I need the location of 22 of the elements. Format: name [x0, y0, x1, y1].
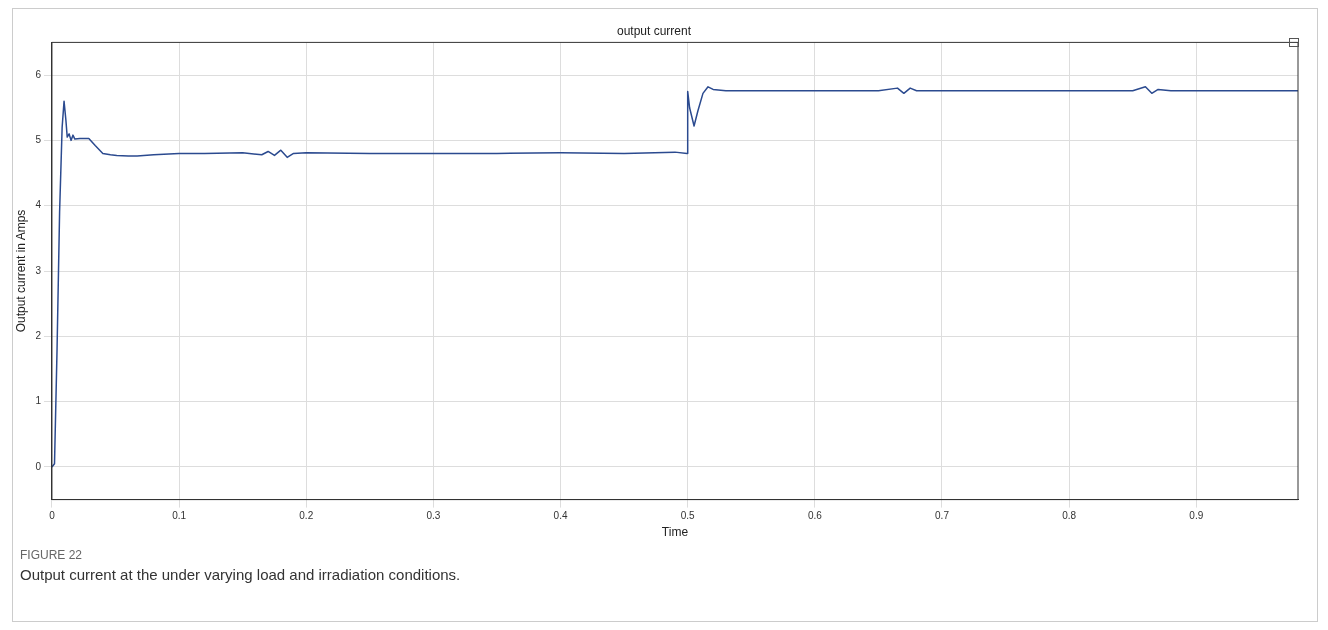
- x-tick-label: 0.8: [1062, 510, 1077, 522]
- x-tick-label: 0.6: [807, 510, 823, 522]
- y-tick-label: 0: [35, 460, 42, 472]
- x-tick-label: 0: [49, 510, 56, 522]
- chart-title: output current: [616, 23, 692, 38]
- x-tick-label: 0.3: [426, 510, 441, 522]
- y-tick-label: 6: [35, 68, 42, 80]
- x-tick-label: 0.9: [1189, 510, 1204, 522]
- y-tick-label: 2: [35, 330, 42, 342]
- x-tick-label: 0.4: [553, 510, 568, 522]
- y-tick-label: 1: [35, 395, 42, 407]
- x-tick-label: 0.5: [680, 510, 696, 522]
- x-tick-label: 0.7: [935, 510, 950, 522]
- y-axis-title: Output current in Amps: [13, 209, 28, 333]
- x-tick-label: 0.1: [172, 510, 187, 522]
- y-tick-label: 5: [35, 134, 42, 146]
- x-axis-title: Time: [661, 525, 689, 540]
- x-tick-label: 0.2: [299, 510, 314, 522]
- caption: FIGURE 22: [20, 548, 83, 562]
- y-tick-label: 3: [35, 264, 42, 276]
- text: Output current at the under varying load and irradiation conditions.: [20, 566, 461, 583]
- y-tick-label: 4: [35, 199, 42, 211]
